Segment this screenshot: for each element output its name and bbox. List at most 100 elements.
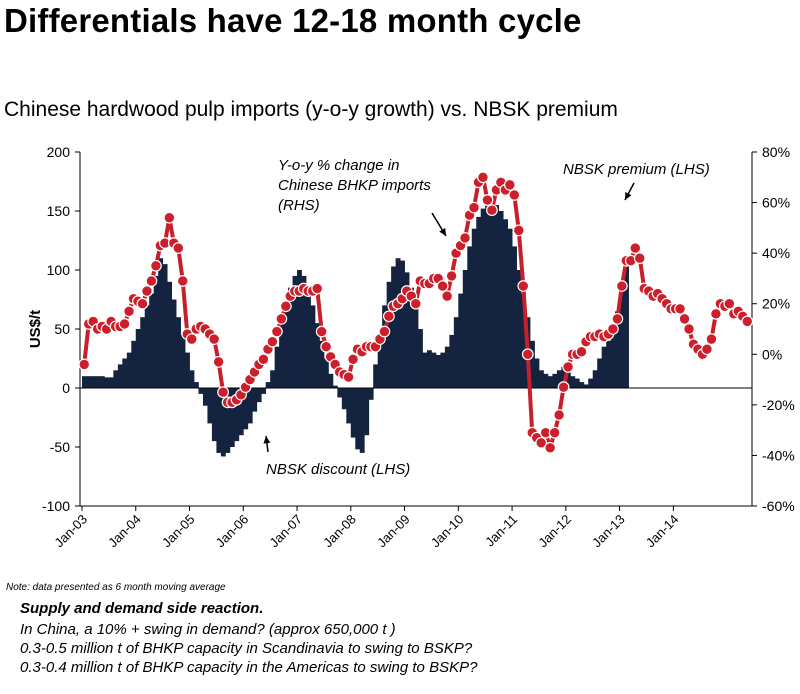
nbsk-bar [126,352,132,388]
nbsk-bar [90,376,96,388]
imports-point [548,426,561,439]
imports-point [279,300,292,313]
imports-point [150,259,162,272]
imports-point [459,232,471,244]
nbsk-bar [265,382,271,388]
imports-point [78,358,91,371]
nbsk-bar [610,329,616,388]
nbsk-bar [180,334,186,388]
nbsk-bar [489,201,495,388]
left-tick-label: 150 [47,203,71,219]
bottom-heading: Supply and demand side reaction. [20,600,264,617]
imports-point [270,325,283,338]
nbsk-bar [570,376,576,388]
imports-point [508,189,521,201]
imports-point [217,386,230,399]
nbsk-bar [243,388,249,430]
imports-point [512,224,525,237]
nbsk-bar [556,370,562,388]
annotation-premium-line: NBSK premium (LHS) [563,161,710,178]
left-tick-label: 0 [62,380,70,396]
nbsk-bar [368,388,374,400]
right-tick-label: -20% [762,397,795,413]
bottom-line: 0.3-0.5 million t of BHKP capacity in Sc… [20,640,473,657]
nbsk-bar [238,388,244,436]
imports-point [477,171,489,184]
imports-point [320,340,333,353]
imports-point [503,178,516,191]
nbsk-bar [583,384,589,388]
y-axis-label: US$/t [27,310,44,348]
imports-point [378,325,391,338]
annotation-premium: NBSK premium (LHS) [563,161,710,178]
nbsk-bar [99,376,105,388]
nbsk-bar [422,352,428,388]
imports-point [145,275,158,287]
nbsk-bar [144,305,150,388]
imports-point [575,345,588,358]
nbsk-bar [194,382,199,388]
nbsk-bar [440,352,446,388]
nbsk-bar [301,275,307,388]
imports-point [315,325,328,338]
nbsk-bar [117,364,123,388]
bottom-line: 0.3-0.4 million t of BHKP capacity in th… [20,659,478,676]
imports-point [409,297,422,310]
imports-point [436,280,449,292]
nbsk-bar [453,317,459,388]
x-tick-label: Jan-09 [374,512,413,551]
imports-point [562,361,574,373]
right-tick-label: 60% [762,195,790,211]
nbsk-bar [261,388,267,394]
nbsk-bar [297,270,302,388]
nbsk-bar [516,270,522,388]
nbsk-bar [418,329,423,388]
nbsk-bar [256,388,262,403]
imports-point [185,333,198,346]
x-tick-label: Jan-11 [482,512,520,550]
nbsk-bar [341,388,347,410]
nbsk-bar [207,388,213,424]
nbsk-bar [216,388,222,453]
nbsk-bar [565,370,571,388]
imports-point [441,290,454,303]
annotation-premium-arrow-head [625,192,632,200]
imports-point [705,333,718,346]
nbsk-bar [211,388,217,442]
nbsk-bar [247,388,253,424]
nbsk-bar [503,219,508,388]
nbsk-bar [314,323,320,388]
nbsk-bar [574,378,580,388]
right-tick-label: -60% [762,498,795,514]
imports-point [678,312,691,325]
nbsk-bar [234,388,240,442]
imports-point [382,310,395,323]
nbsk-bar [538,370,544,388]
right-tick-label: 40% [762,245,790,261]
nbsk-bar [462,270,468,388]
nbsk-bar [547,376,553,388]
nbsk-bar [167,281,172,388]
x-tick-label: Jan-08 [320,512,359,551]
nbsk-bar [624,266,629,388]
nbsk-bar [306,287,311,388]
nbsk-bar [458,293,464,388]
right-tick-label: 20% [762,296,790,312]
imports-point [481,194,494,206]
nbsk-bar [480,208,486,388]
x-tick-label: Jan-04 [105,512,144,551]
nbsk-bar [162,264,168,388]
chart-title: Differentials have 12-18 month cycle [4,2,582,39]
nbsk-bar [409,287,414,388]
nbsk-bar [176,317,181,388]
imports-point [123,305,135,318]
nbsk-bar [108,377,114,388]
chart-subtitle: Chinese hardwood pulp imports (y-o-y gro… [4,98,618,121]
imports-point [683,323,695,335]
imports-point [606,323,619,335]
right-tick-label: -40% [762,447,795,463]
nbsk-bar [507,228,513,388]
nbsk-bar [364,388,370,436]
nbsk-bar [149,293,155,388]
left-tick-label: -100 [42,498,70,514]
